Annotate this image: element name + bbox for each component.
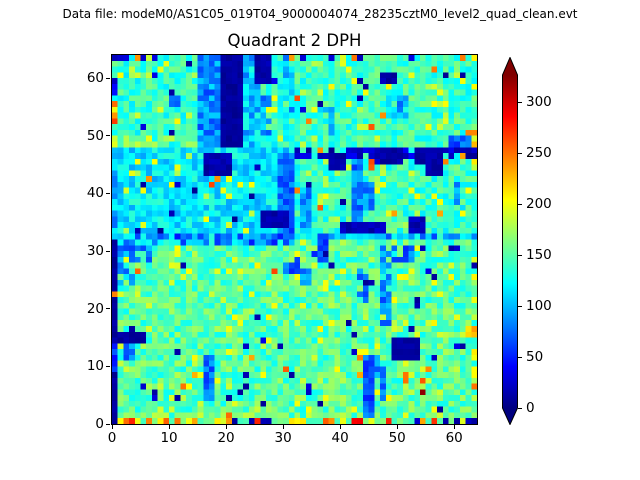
x-tick-mark	[225, 425, 227, 429]
x-tick-label: 10	[160, 430, 178, 446]
x-tick-mark	[168, 425, 170, 429]
y-tick-mark	[106, 308, 110, 310]
y-tick-mark	[106, 423, 110, 425]
colorbar-tick-label: 200	[526, 196, 552, 213]
colorbar-tick-mark	[518, 101, 522, 103]
colorbar-tick-mark	[518, 254, 522, 256]
y-tick-label: 10	[86, 358, 104, 375]
y-tick-label: 60	[86, 70, 104, 87]
x-tick-mark	[282, 425, 284, 429]
datafile-label: Data file: modeM0/AS1C05_019T04_90000040…	[62, 7, 578, 21]
y-tick-label: 50	[86, 127, 104, 144]
x-tick-mark	[453, 425, 455, 429]
colorbar-tick-mark	[518, 407, 522, 409]
colorbar-tick-mark	[518, 356, 522, 358]
plot-title: Quadrant 2 DPH	[227, 31, 362, 50]
colorbar-tick-label: 300	[526, 94, 552, 111]
heatmap-axes	[111, 54, 478, 425]
x-tick-mark	[396, 425, 398, 429]
y-tick-label: 40	[86, 185, 104, 202]
y-tick-mark	[106, 77, 110, 79]
y-tick-mark	[106, 135, 110, 137]
y-tick-mark	[106, 192, 110, 194]
colorbar-tick-mark	[518, 305, 522, 307]
colorbar-tick-label: 0	[526, 400, 535, 416]
y-tick-mark	[106, 365, 110, 367]
colorbar-tick-mark	[518, 203, 522, 205]
heatmap-image	[112, 55, 477, 424]
colorbar-tick-label: 100	[526, 298, 552, 315]
colorbar-tick-label: 50	[526, 349, 544, 366]
colorbar	[502, 56, 518, 426]
colorbar-tick-label: 150	[526, 247, 552, 264]
x-tick-label: 60	[445, 430, 463, 446]
colorbar-tick-label: 250	[526, 145, 552, 162]
colorbar-tick-mark	[518, 152, 522, 154]
y-tick-label: 0	[95, 416, 104, 432]
y-tick-mark	[106, 250, 110, 252]
y-tick-label: 20	[86, 300, 104, 317]
x-tick-label: 20	[217, 430, 235, 446]
x-tick-mark	[111, 425, 113, 429]
colorbar-gradient	[502, 56, 518, 426]
x-tick-label: 30	[274, 430, 292, 446]
x-tick-label: 0	[107, 430, 117, 446]
x-tick-label: 40	[331, 430, 349, 446]
x-tick-label: 50	[388, 430, 406, 446]
y-tick-label: 30	[86, 243, 104, 260]
x-tick-mark	[339, 425, 341, 429]
